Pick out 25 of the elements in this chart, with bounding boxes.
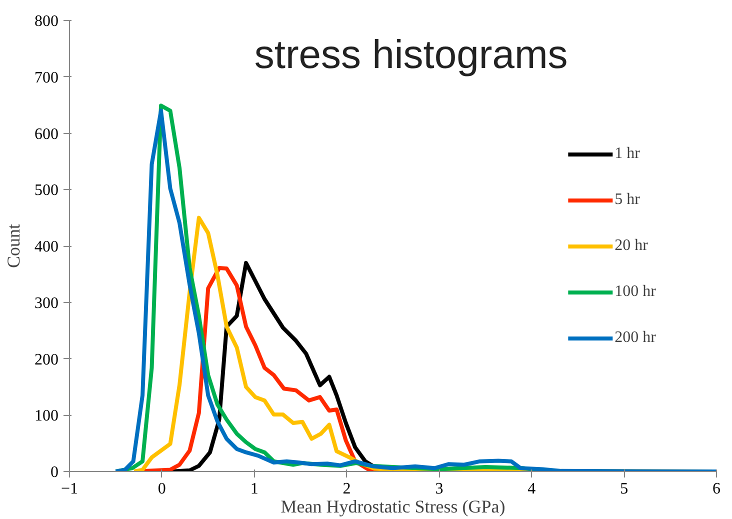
y-tick-label: 300 bbox=[34, 294, 58, 312]
legend-label: 1 hr bbox=[614, 144, 640, 162]
x-tick-label: 6 bbox=[712, 480, 720, 498]
legend-label: 200 hr bbox=[614, 328, 656, 346]
x-tick-label: 5 bbox=[620, 480, 628, 498]
y-tick-label: 700 bbox=[34, 69, 58, 86]
y-tick-label: 0 bbox=[50, 464, 58, 481]
y-tick-label: 200 bbox=[34, 351, 58, 368]
x-tick-label: 2 bbox=[342, 480, 351, 498]
legend-label: 100 hr bbox=[614, 282, 656, 300]
x-tick-label: −1 bbox=[60, 480, 78, 498]
y-tick-label: 600 bbox=[34, 126, 58, 143]
x-tick-label: 3 bbox=[435, 480, 444, 498]
y-axis-title: Count bbox=[4, 224, 24, 268]
x-tick-label: 1 bbox=[250, 480, 258, 498]
x-tick-label: 4 bbox=[528, 480, 536, 498]
y-tick-label: 800 bbox=[34, 13, 58, 30]
x-tick-label: 0 bbox=[158, 480, 166, 498]
x-axis-title: Mean Hydrostatic Stress (GPa) bbox=[280, 496, 506, 516]
chart-title: stress histograms bbox=[254, 32, 568, 77]
y-tick-label: 100 bbox=[34, 408, 58, 425]
legend-label: 20 hr bbox=[614, 236, 648, 254]
legend-label: 5 hr bbox=[614, 190, 640, 208]
y-tick-label: 400 bbox=[34, 238, 58, 256]
y-tick-label: 500 bbox=[34, 182, 58, 200]
